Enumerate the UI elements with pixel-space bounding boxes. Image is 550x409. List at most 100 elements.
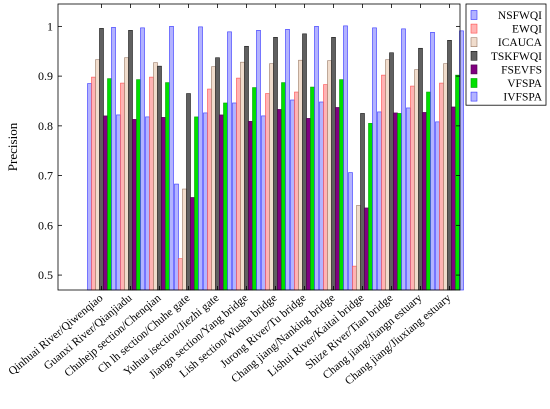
bar-ivfspa-2 — [169, 26, 174, 291]
bar-fsevfs-10 — [393, 112, 398, 291]
bar-fsevfs-3 — [190, 197, 195, 291]
bar-icauca-1 — [124, 57, 129, 291]
y-tick-label: 0.8 — [38, 119, 53, 133]
bar-tskfwqi-3 — [186, 93, 191, 291]
bar-tskfwqi-9 — [360, 113, 365, 291]
bar-ivfspa-4 — [227, 31, 232, 291]
bar-group — [87, 25, 464, 291]
legend-label-ivfspa: IVFSPA — [503, 92, 542, 104]
legend-swatch-icauca — [470, 37, 478, 48]
bar-vfspa-0 — [107, 78, 112, 291]
bar-ewqi-3 — [178, 258, 183, 291]
bar-vfspa-3 — [194, 116, 199, 291]
bar-ivfspa-3 — [198, 26, 203, 291]
legend-label-nsfwqi: NSFWQI — [498, 10, 542, 22]
bar-ivfspa-8 — [343, 25, 348, 291]
bar-fsevfs-11 — [422, 112, 427, 291]
bar-fsevfs-0 — [103, 115, 108, 291]
bar-vfspa-5 — [252, 87, 257, 291]
bar-fsevfs-12 — [451, 106, 456, 291]
y-tick-label: 1 — [47, 19, 53, 33]
bar-icauca-12 — [443, 63, 448, 291]
plot-frame — [57, 3, 461, 291]
bar-ewqi-11 — [410, 85, 415, 291]
legend-label-vfspa: VFSPA — [507, 78, 542, 90]
y-axis-label: Precision — [5, 122, 20, 171]
bar-tskfwqi-4 — [215, 57, 220, 291]
bar-nsfwqi-10 — [377, 111, 382, 291]
bar-ewqi-9 — [352, 265, 357, 291]
bar-nsfwqi-11 — [406, 107, 411, 291]
bar-fsevfs-2 — [161, 117, 166, 291]
bar-ewqi-6 — [265, 93, 270, 291]
bar-fsevfs-4 — [219, 114, 224, 291]
bar-fsevfs-1 — [132, 119, 137, 291]
bar-nsfwqi-0 — [87, 83, 92, 291]
legend-label-fsevfs: FSEVFS — [501, 64, 542, 76]
bar-icauca-4 — [211, 66, 216, 291]
bar-tskfwqi-6 — [273, 37, 278, 291]
bar-ivfspa-1 — [140, 27, 145, 291]
bar-fsevfs-8 — [335, 107, 340, 291]
bar-vfspa-11 — [426, 91, 431, 291]
y-tick-label: 0.9 — [38, 69, 53, 83]
bar-vfspa-12 — [455, 74, 460, 291]
bar-ivfspa-9 — [372, 27, 377, 291]
y-tick-label: 0.7 — [38, 169, 53, 183]
bar-vfspa-9 — [368, 123, 373, 291]
bar-ewqi-4 — [207, 88, 212, 291]
bar-vfspa-8 — [339, 79, 344, 291]
bar-ewqi-8 — [323, 84, 328, 291]
bar-fsevfs-9 — [364, 207, 369, 291]
y-tick-label: 0.6 — [38, 218, 53, 232]
bar-tskfwqi-10 — [389, 52, 394, 291]
legend-swatch-ivfspa — [470, 91, 478, 102]
bar-ewqi-2 — [149, 76, 154, 291]
legend-swatch-nsfwqi — [470, 10, 478, 20]
bar-icauca-9 — [356, 205, 361, 291]
bar-fsevfs-7 — [306, 118, 311, 291]
bar-icauca-6 — [269, 63, 274, 291]
bar-ewqi-0 — [91, 76, 96, 291]
legend-label-ewqi: EWQI — [512, 24, 542, 36]
bar-nsfwqi-1 — [116, 114, 121, 291]
bar-fsevfs-6 — [277, 109, 282, 291]
bar-tskfwqi-0 — [99, 28, 104, 291]
bar-tskfwqi-2 — [157, 65, 162, 291]
bar-vfspa-7 — [310, 86, 315, 291]
bar-fsevfs-5 — [248, 121, 253, 291]
bar-icauca-0 — [95, 59, 100, 291]
legend-label-tskfwqi: TSKFWQI — [491, 51, 542, 63]
bar-ewqi-10 — [381, 74, 386, 291]
legend-swatch-tskfwqi — [470, 50, 478, 61]
bar-icauca-7 — [298, 59, 303, 291]
y-tick-label: 0.5 — [38, 268, 53, 282]
bar-nsfwqi-4 — [203, 112, 208, 291]
bar-vfspa-4 — [223, 102, 228, 291]
bar-icauca-5 — [240, 61, 245, 291]
bar-tskfwqi-1 — [128, 30, 133, 291]
legend-box — [465, 3, 547, 106]
bar-nsfwqi-8 — [319, 101, 324, 291]
legend-label-icauca: ICAUCA — [498, 37, 543, 49]
bar-ivfspa-0 — [111, 27, 116, 291]
bar-vfspa-2 — [165, 82, 170, 291]
bar-icauca-3 — [182, 188, 187, 291]
bar-nsfwqi-7 — [290, 99, 295, 291]
bar-ewqi-1 — [120, 82, 125, 291]
y-axis: 0.5 0.6 0.7 0.8 0.9 1 — [38, 19, 460, 282]
bar-nsfwqi-2 — [145, 116, 150, 291]
bar-ivfspa-7 — [314, 26, 319, 291]
bar-tskfwqi-11 — [418, 47, 423, 291]
bar-ewqi-5 — [236, 77, 241, 291]
bar-ewqi-12 — [439, 82, 444, 291]
bar-vfspa-6 — [281, 82, 286, 291]
bar-ivfspa-11 — [430, 32, 435, 291]
bar-nsfwqi-5 — [232, 102, 237, 291]
bar-ivfspa-5 — [256, 30, 261, 291]
bar-tskfwqi-5 — [244, 45, 249, 291]
bar-icauca-10 — [385, 59, 390, 291]
bar-tskfwqi-8 — [331, 37, 336, 291]
